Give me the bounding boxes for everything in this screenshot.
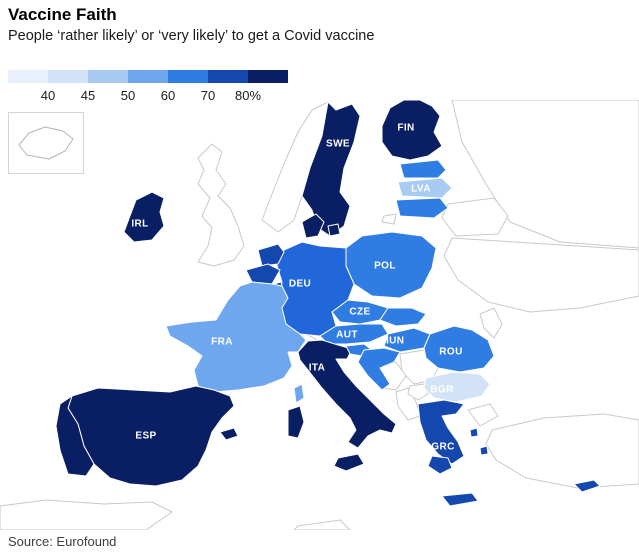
country-label-fin: FIN [397, 123, 414, 134]
country-label-rou: ROU [439, 347, 462, 358]
legend-swatch-3 [88, 70, 128, 83]
page-title: Vaccine Faith [8, 5, 117, 24]
iceland-inset-map [18, 126, 74, 160]
country-label-hun: HUN [382, 336, 405, 347]
country-sardinia [287, 405, 305, 439]
country-belarus [441, 197, 509, 237]
legend-tick-70: 70 [201, 88, 215, 103]
legend-swatch-6 [208, 70, 248, 83]
country-france [165, 281, 307, 393]
legend-swatch-5 [168, 70, 208, 83]
country-romania [423, 325, 495, 373]
country-greece [417, 399, 465, 465]
country-label-pol: POL [374, 261, 396, 272]
country-portugal [55, 395, 95, 477]
country-netherlands [257, 243, 285, 267]
country-north-macedonia [407, 383, 429, 401]
country-label-aut: AUT [336, 330, 358, 341]
country-kaliningrad [381, 213, 397, 225]
country-label-irl: IRL [131, 219, 148, 230]
country-russia [451, 100, 639, 249]
chart-subtitle: People ‘rather likely’ or ‘very likely’ … [8, 28, 375, 44]
legend-tick-60: 60 [161, 88, 175, 103]
source-text: Source: Eurofound [8, 534, 117, 549]
europe-map: SWE FIN LVA IRL POL DEU CZE AUT HUN FRA … [0, 100, 639, 530]
country-ireland [123, 191, 165, 243]
country-greece-crete [441, 492, 479, 507]
country-label-ita: ITA [309, 363, 326, 374]
country-ukraine [443, 237, 639, 313]
legend-swatch-7 [248, 70, 288, 83]
country-estonia [399, 159, 447, 179]
country-corsica [293, 383, 305, 404]
legend-tick-45: 45 [81, 88, 95, 103]
legend-swatch-1 [8, 70, 48, 83]
country-greece-island-2 [479, 445, 489, 456]
country-slovakia [379, 307, 427, 327]
country-balearics [219, 427, 239, 441]
legend-swatch-4 [128, 70, 168, 83]
country-iceland [18, 126, 74, 160]
country-label-cze: CZE [349, 307, 370, 318]
country-cyprus [573, 479, 601, 493]
country-bulgaria [423, 371, 491, 403]
country-turkey-thrace [467, 403, 499, 427]
country-croatia [357, 347, 401, 391]
country-label-grc: GRC [431, 442, 454, 453]
country-denmark-island [327, 223, 341, 237]
legend-tick-50: 50 [121, 88, 135, 103]
country-belgium [245, 263, 281, 285]
country-sweden [301, 101, 361, 237]
country-label-swe: SWE [326, 139, 350, 150]
country-latvia [397, 177, 453, 199]
legend-tick-40: 40 [41, 88, 55, 103]
country-lithuania [395, 197, 449, 219]
country-denmark [301, 213, 325, 239]
legend-swatch-2 [48, 70, 88, 83]
country-finland [381, 100, 443, 161]
legend: 40 45 50 60 70 80% [8, 70, 288, 103]
country-greece-peloponnese [427, 455, 453, 475]
country-united-kingdom [197, 143, 245, 267]
country-label-lva: LVA [411, 184, 431, 195]
country-label-fra: FRA [211, 337, 233, 348]
country-label-esp: ESP [135, 431, 156, 442]
coast-tunisia [293, 519, 351, 530]
country-moldova [479, 307, 503, 339]
country-label-deu: DEU [289, 279, 311, 290]
coast-north-africa [0, 499, 173, 530]
iceland-inset-box [8, 112, 84, 174]
country-greece-island-1 [469, 427, 479, 438]
legend-tick-80: 80% [235, 88, 261, 103]
country-turkey [485, 413, 639, 489]
country-sicily [333, 453, 365, 472]
country-label-bgr: BGR [430, 385, 454, 396]
